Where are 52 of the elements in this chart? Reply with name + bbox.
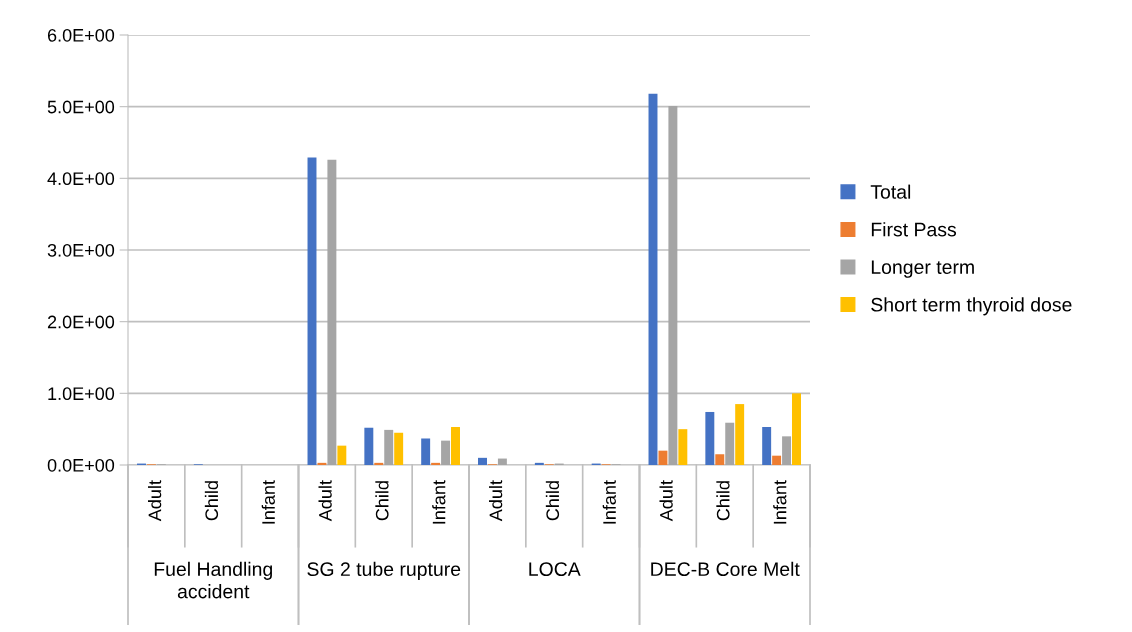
y-tick-label: 5.0E+00 [47,100,115,114]
bar [762,427,772,465]
bar [772,455,782,465]
bar [792,393,801,465]
bar [497,458,507,465]
x-tick-label: Infant [773,480,787,524]
bar [384,429,394,465]
bar [725,422,735,465]
text: LOCA [529,562,581,577]
bar [534,462,544,465]
text: DEC-B Core Melt [651,561,800,577]
bar [394,432,404,465]
bar [668,105,678,465]
y-tick-label: 3.0E+00 [47,243,115,257]
y-tick-label: 2.0E+00 [47,315,115,329]
bar [658,450,668,465]
bar [421,438,431,465]
text: SG 2 tube rupture [307,561,461,580]
legend-label: Short term thyroid dose [871,297,1072,316]
bar [374,462,384,465]
x-tick-label: Child [545,481,560,521]
x-tick-label: Child [204,481,219,521]
text: Fuel Handling accident [154,561,272,599]
y-tick-label: 1.0E+00 [48,387,115,401]
bar [441,440,451,465]
x-tick-label: Infant [261,480,275,524]
x-tick-label: Child [716,481,730,521]
y-tick-label: 6.0E+00 [47,28,115,42]
bar [782,436,792,465]
y-tick-label: 4.0E+00 [47,172,115,186]
bar [364,427,374,465]
bar [327,159,337,465]
bar [451,427,460,465]
legend-label: Longer term [871,260,974,278]
x-tick-label: Infant [432,480,446,524]
bar [715,454,725,465]
bar [678,429,688,465]
bar [317,462,327,465]
bar [705,411,715,465]
legend-label: Total [870,184,911,199]
x-tick-label: Infant [602,480,616,524]
bar [478,457,487,465]
bar [337,445,347,465]
x-tick-label: Adult [489,480,503,522]
y-tick-label: 0.0E+00 [47,458,115,472]
x-tick-label: Child [375,481,389,521]
x-tick-label: Adult [318,480,332,522]
bar [431,462,441,465]
x-tick-label: Adult [659,480,673,522]
legend-label: First Pass [871,222,957,237]
bar [735,404,745,465]
x-tick-label: Adult [148,480,162,522]
